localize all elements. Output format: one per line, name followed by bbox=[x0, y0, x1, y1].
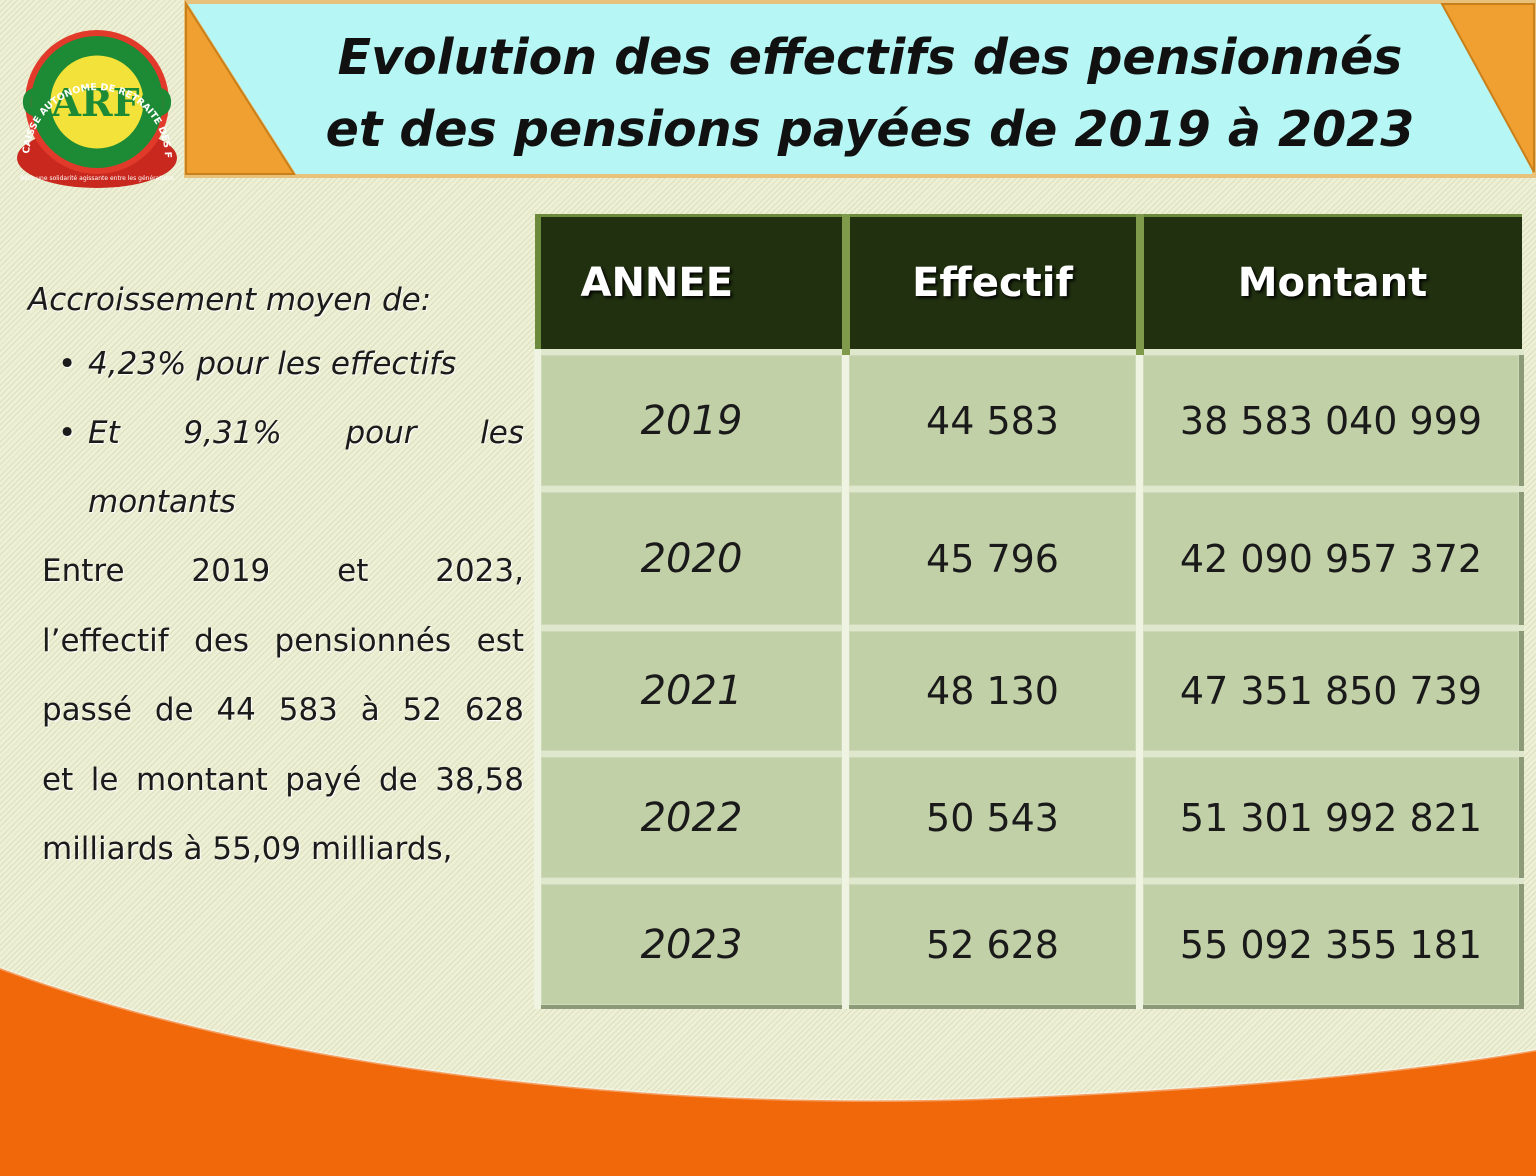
cell-effectif: 52 628 bbox=[842, 878, 1142, 1009]
svg-text:CARFO: CARFO bbox=[21, 80, 172, 125]
table-row: 2019 44 583 38 583 040 999 bbox=[534, 349, 1524, 491]
bullet-icon: • bbox=[58, 346, 77, 382]
table-row: 2020 45 796 42 090 957 372 bbox=[534, 486, 1524, 630]
growth-list: • 4,23% pour les effectifs • Et 9,31% po… bbox=[28, 330, 524, 537]
bullet-text: 4,23% pour les effectifs bbox=[88, 346, 457, 382]
paragraph-line: milliards à 55,09 milliards, bbox=[42, 831, 453, 867]
cell-montant: 47 351 850 739 bbox=[1136, 625, 1524, 756]
cell-annee: 2020 bbox=[534, 486, 848, 630]
cell-effectif: 50 543 bbox=[842, 751, 1142, 883]
page-title: Evolution des effectifs des pensionnés e… bbox=[300, 22, 1440, 166]
table-header-row: ANNEE Effectif Montant bbox=[534, 214, 1522, 352]
cell-montant: 51 301 992 821 bbox=[1136, 751, 1524, 883]
cell-annee: 2022 bbox=[534, 751, 848, 883]
title-banner bbox=[184, 0, 1536, 178]
bullet-icon: • bbox=[58, 415, 77, 451]
cell-montant: 42 090 957 372 bbox=[1136, 486, 1524, 630]
cell-effectif: 48 130 bbox=[842, 625, 1142, 756]
paragraph-line: Entre 2019 et 2023, bbox=[42, 553, 524, 589]
growth-intro: Accroissement moyen de: bbox=[28, 282, 432, 318]
header-montant: Montant bbox=[1135, 214, 1522, 352]
cell-montant: 38 583 040 999 bbox=[1136, 349, 1524, 491]
list-item: • Et 9,31% pour les montants bbox=[58, 399, 524, 537]
cell-effectif: 45 796 bbox=[842, 486, 1142, 630]
title-line-1: Evolution des effectifs des pensionnés bbox=[337, 29, 1403, 86]
svg-text:Bâtir une solidarité agissante: Bâtir une solidarité agissante entre les… bbox=[20, 175, 174, 182]
cell-montant: 55 092 355 181 bbox=[1136, 878, 1524, 1009]
cell-annee: 2021 bbox=[534, 625, 848, 756]
paragraph-line: passé de 44 583 à 52 628 bbox=[42, 692, 524, 728]
bullet-text: Et 9,31% pour les bbox=[88, 415, 524, 451]
cell-effectif: 44 583 bbox=[842, 349, 1142, 491]
bullet-text-cont: montants bbox=[88, 484, 236, 520]
cell-annee: 2019 bbox=[534, 349, 848, 491]
list-item: • 4,23% pour les effectifs bbox=[58, 330, 524, 399]
table-row: 2022 50 543 51 301 992 821 bbox=[534, 751, 1524, 883]
cell-annee: 2023 bbox=[534, 878, 848, 1009]
summary-paragraph: Entre 2019 et 2023, l’effectif des pensi… bbox=[28, 537, 524, 885]
table-row: 2023 52 628 55 092 355 181 bbox=[534, 878, 1524, 1009]
header-effectif: Effectif bbox=[841, 214, 1140, 352]
paragraph-line: et le montant payé de 38,58 bbox=[42, 761, 524, 798]
summary-text: Accroissement moyen de: • 4,23% pour les… bbox=[28, 270, 524, 885]
paragraph-line: l’effectif des pensionnés est bbox=[42, 622, 524, 659]
table-row: 2021 48 130 47 351 850 739 bbox=[534, 625, 1524, 756]
pension-table: ANNEE Effectif Montant 2019 44 583 38 58… bbox=[534, 214, 1524, 1009]
carfo-logo: CARFO CAISSE AUTONOME DE RETRAITE DES FO… bbox=[10, 30, 177, 188]
title-line-2: et des pensions payées de 2019 à 2023 bbox=[325, 101, 1415, 158]
header-annee: ANNEE bbox=[534, 214, 846, 352]
